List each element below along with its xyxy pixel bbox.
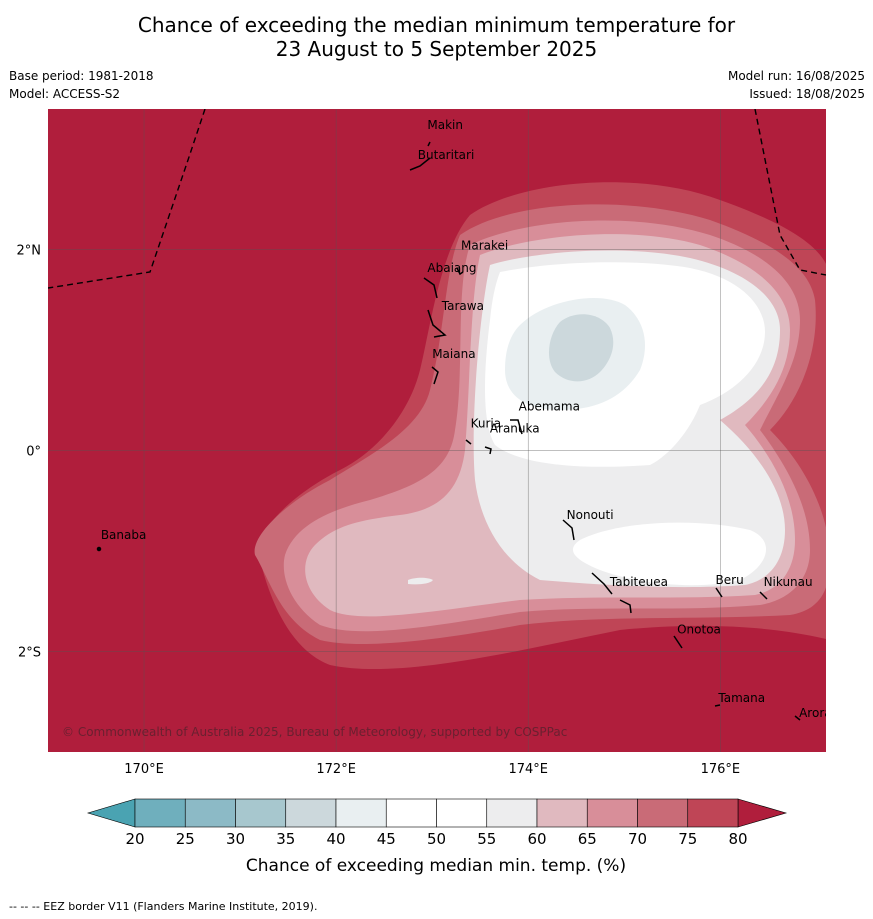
colorbar-swatch: [134, 798, 186, 828]
island-label: Abemama: [519, 399, 580, 413]
colorbar-tick-label: 40: [326, 830, 345, 848]
island-outline: [715, 587, 723, 598]
island-label: Maiana: [432, 347, 475, 361]
lon-tick-label: 170°E: [124, 762, 164, 777]
island-outline: [484, 446, 492, 455]
island-label: Banaba: [101, 528, 147, 542]
colorbar-swatch: [486, 798, 538, 828]
colorbar-label: Chance of exceeding median min. temp. (%…: [246, 856, 626, 876]
lon-tick-label: 172°E: [316, 762, 356, 777]
island-outline: [427, 141, 431, 147]
island-outline: [431, 366, 439, 385]
island-dot-banaba: [96, 546, 102, 552]
colorbar-tick-label: 45: [377, 830, 396, 848]
colorbar-tick-label: 55: [477, 830, 496, 848]
contour-band-55-south: [408, 577, 433, 585]
title-line-2: 23 August to 5 September 2025: [275, 37, 598, 61]
island-label: Butaritari: [418, 148, 475, 162]
colorbar-swatch: [184, 798, 236, 828]
colorbar-tick-label: 60: [527, 830, 546, 848]
island-label: Nonouti: [567, 508, 614, 522]
contour-band-35: [548, 314, 614, 382]
colorbar-tick-label: 20: [125, 830, 144, 848]
lat-tick-label: 2°S: [18, 646, 41, 661]
colorbar-swatch: [385, 798, 437, 828]
colorbar-swatch: [687, 798, 739, 828]
colorbar-swatch: [586, 798, 638, 828]
island-outline: [794, 715, 801, 721]
island-label: Marakei: [461, 239, 508, 253]
model-text: Model: ACCESS-S2: [9, 87, 121, 101]
colorbar-high-extend: [737, 798, 788, 828]
colorbar-swatch: [235, 798, 287, 828]
colorbar-swatch: [637, 798, 689, 828]
issued-text: Issued: 18/08/2025: [749, 87, 865, 101]
lat-tick-label: 2°N: [17, 244, 42, 259]
island-outline: [427, 309, 447, 338]
eez-border-east: [754, 109, 826, 276]
contour-band-50b: [572, 522, 767, 586]
colorbar: 20 25 30 35 40 45 50 55 60 65 70 75 80: [86, 798, 788, 848]
colorbar-swatch: [536, 798, 588, 828]
axis-labels: 170°E 172°E 174°E 176°E 2°N 0° 2°S: [17, 244, 741, 777]
grid-lines: [48, 109, 826, 752]
base-period-text: Base period: 1981-2018: [9, 69, 154, 83]
island-label: Makin: [427, 118, 463, 132]
island-outline: [409, 157, 431, 171]
island-label: Kuria: [471, 416, 502, 430]
island-outline: [456, 267, 464, 276]
island-outline: [562, 519, 575, 541]
island-label: Onotoa: [677, 622, 721, 636]
colorbar-tick-label: 50: [427, 830, 446, 848]
colorbar-swatch: [335, 798, 387, 828]
island-outline: [714, 704, 721, 707]
islands: Makin Butaritari Marakei Abaiang Tarawa Maian…: [101, 118, 839, 720]
title-line-1: Chance of exceeding the median minimum t…: [137, 13, 736, 37]
colorbar-swatch: [436, 798, 488, 828]
colorbar-tick-label: 35: [276, 830, 295, 848]
lon-tick-label: 176°E: [701, 762, 741, 777]
colorbar-low-extend: [86, 798, 136, 828]
colorbar-tick-label: 70: [628, 830, 647, 848]
probability-contours: [254, 182, 826, 670]
lon-tick-label: 174°E: [508, 762, 548, 777]
map-panel: Makin Butaritari Marakei Abaiang Tarawa Maian…: [48, 109, 839, 752]
colorbar-tick-label: 65: [578, 830, 597, 848]
island-label: Aranuka: [490, 422, 540, 436]
model-run-text: Model run: 16/08/2025: [727, 69, 865, 83]
island-label: Tarawa: [441, 299, 484, 313]
colorbar-tick-label: 75: [678, 830, 697, 848]
colorbar-tick-label: 30: [226, 830, 245, 848]
colorbar-tick-label: 80: [728, 830, 747, 848]
island-label: Beru: [716, 573, 744, 587]
island-outline: [423, 277, 438, 299]
lat-tick-label: 0°: [26, 445, 41, 460]
copyright-text: © Commonwealth of Australia 2025, Bureau…: [62, 725, 567, 739]
island-outline: [510, 419, 523, 435]
eez-border-west: [48, 109, 206, 289]
island-outline: [619, 599, 632, 614]
island-label: Nikunau: [764, 575, 813, 589]
island-label: Arorae: [799, 706, 839, 720]
island-label: Tamana: [717, 691, 765, 705]
colorbar-tick-label: 25: [176, 830, 195, 848]
colorbar-swatch: [285, 798, 337, 828]
island-label: Abaiang: [427, 261, 476, 275]
eez-footnote: -- -- -- EEZ border V11 (Flanders Marine…: [9, 900, 318, 913]
island-outline: [759, 591, 768, 600]
island-outline: [465, 439, 472, 445]
island-label: Tabiteuea: [609, 575, 668, 589]
island-shapes: [96, 141, 801, 721]
island-outline: [673, 635, 683, 649]
island-outline: [591, 572, 613, 595]
eez-borders: [48, 109, 826, 289]
